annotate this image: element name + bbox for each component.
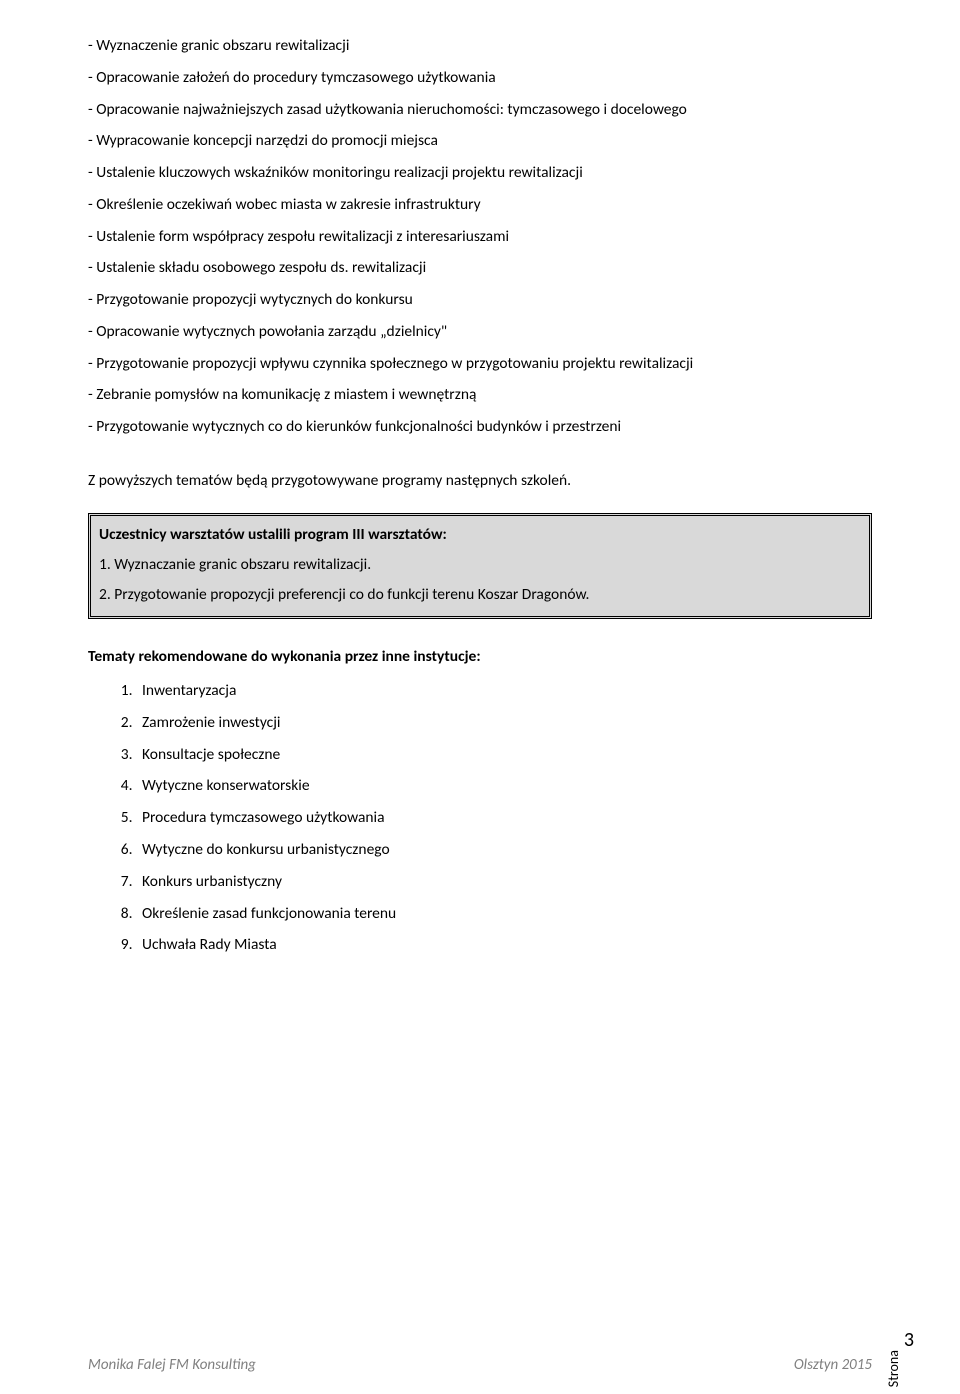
box-line: 1. Wyznaczanie granic obszaru rewitaliza…	[99, 550, 861, 580]
bullet-item: - Wyznaczenie granic obszaru rewitalizac…	[88, 30, 872, 62]
bullet-item: - Określenie oczekiwań wobec miasta w za…	[88, 189, 872, 221]
document-body: - Wyznaczenie granic obszaru rewitalizac…	[88, 30, 872, 961]
list-item: Zamrożenie inwestycji	[136, 707, 872, 739]
bullet-item: - Ustalenie kluczowych wskaźników monito…	[88, 157, 872, 189]
page-label: Strona	[885, 1350, 902, 1387]
list-item: Uchwała Rady Miasta	[136, 929, 872, 961]
list-item: Inwentaryzacja	[136, 675, 872, 707]
page-number: 3	[904, 1328, 914, 1352]
bullet-item: - Wypracowanie koncepcji narzędzi do pro…	[88, 125, 872, 157]
footer-left: Monika Falej FM Konsulting	[88, 1356, 256, 1374]
list-item: Określenie zasad funkcjonowania terenu	[136, 898, 872, 930]
bullet-item: - Przygotowanie wytycznych co do kierunk…	[88, 411, 872, 443]
bullet-item: - Ustalenie form współpracy zespołu rewi…	[88, 221, 872, 253]
list-item: Konsultacje społeczne	[136, 739, 872, 771]
recommended-heading: Tematy rekomendowane do wykonania przez …	[88, 641, 872, 673]
bullet-item: - Ustalenie składu osobowego zespołu ds.…	[88, 252, 872, 284]
footer-right: Olsztyn 2015	[794, 1356, 872, 1374]
list-item: Procedura tymczasowego użytkowania	[136, 802, 872, 834]
list-item: Wytyczne konserwatorskie	[136, 770, 872, 802]
bullet-item: - Opracowanie wytycznych powołania zarzą…	[88, 316, 872, 348]
program-box: Uczestnicy warsztatów ustalili program I…	[88, 513, 872, 620]
bullet-item: - Przygotowanie propozycji wpływu czynni…	[88, 348, 872, 380]
recommended-list: Inwentaryzacja Zamrożenie inwestycji Kon…	[88, 675, 872, 961]
bullet-item: - Opracowanie najważniejszych zasad użyt…	[88, 94, 872, 126]
list-item: Konkurs urbanistyczny	[136, 866, 872, 898]
bullet-item: - Zebranie pomysłów na komunikację z mia…	[88, 379, 872, 411]
bullet-item: - Opracowanie założeń do procedury tymcz…	[88, 62, 872, 94]
list-item: Wytyczne do konkursu urbanistycznego	[136, 834, 872, 866]
summary-paragraph: Z powyższych tematów będą przygotowywane…	[88, 465, 872, 497]
footer: Monika Falej FM Konsulting Olsztyn 2015	[88, 1356, 872, 1374]
page-number-block: Strona3	[865, 1328, 914, 1352]
bullet-item: - Przygotowanie propozycji wytycznych do…	[88, 284, 872, 316]
box-line: 2. Przygotowanie propozycji preferencji …	[99, 580, 861, 610]
box-heading: Uczestnicy warsztatów ustalili program I…	[99, 520, 861, 550]
